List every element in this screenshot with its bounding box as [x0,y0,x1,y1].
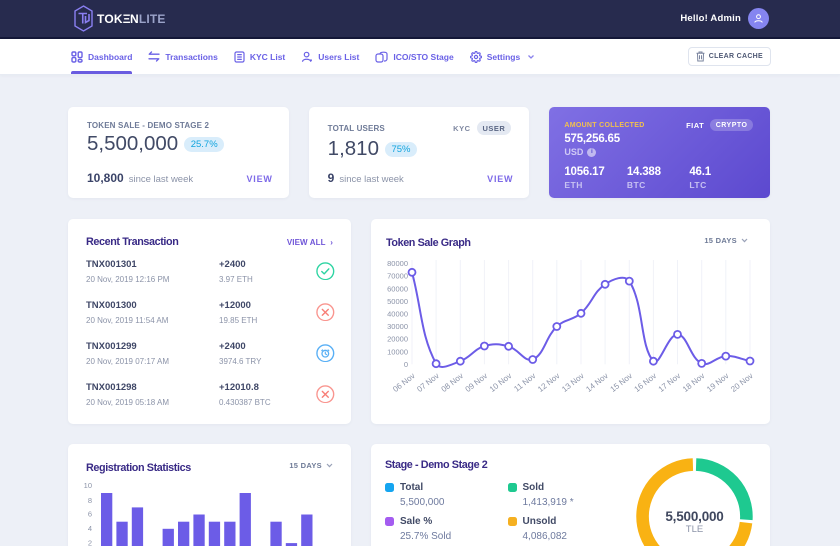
svg-text:19 Nov: 19 Nov [705,371,731,394]
svg-text:18 Nov: 18 Nov [681,371,707,394]
svg-text:80000: 80000 [387,259,408,268]
svg-text:10: 10 [84,481,92,490]
svg-text:07 Nov: 07 Nov [415,371,441,394]
svg-text:10 Nov: 10 Nov [488,371,514,394]
svg-text:08 Nov: 08 Nov [440,371,466,394]
svg-text:09 Nov: 09 Nov [464,371,490,394]
svg-text:40000: 40000 [387,310,408,319]
svg-text:70000: 70000 [387,272,408,281]
svg-text:13 Nov: 13 Nov [560,371,586,394]
svg-text:10000: 10000 [387,347,408,356]
svg-text:06 Nov: 06 Nov [391,371,417,394]
svg-text:17 Nov: 17 Nov [657,371,683,394]
svg-text:0: 0 [404,360,408,369]
svg-text:TLE: TLE [686,524,703,535]
svg-text:30000: 30000 [387,322,408,331]
svg-text:15 Nov: 15 Nov [609,371,635,394]
svg-text:20000: 20000 [387,335,408,344]
svg-text:2: 2 [88,539,92,546]
svg-text:60000: 60000 [387,284,408,293]
svg-text:6: 6 [88,509,92,518]
svg-text:14 Nov: 14 Nov [584,371,610,394]
svg-text:16 Nov: 16 Nov [633,371,659,394]
svg-text:5,500,000: 5,500,000 [665,509,723,524]
svg-text:20 Nov: 20 Nov [729,371,755,394]
svg-text:50000: 50000 [387,297,408,306]
svg-text:11 Nov: 11 Nov [512,371,537,393]
svg-text:4: 4 [88,524,92,533]
svg-text:8: 8 [88,496,92,505]
svg-text:12 Nov: 12 Nov [536,371,562,394]
